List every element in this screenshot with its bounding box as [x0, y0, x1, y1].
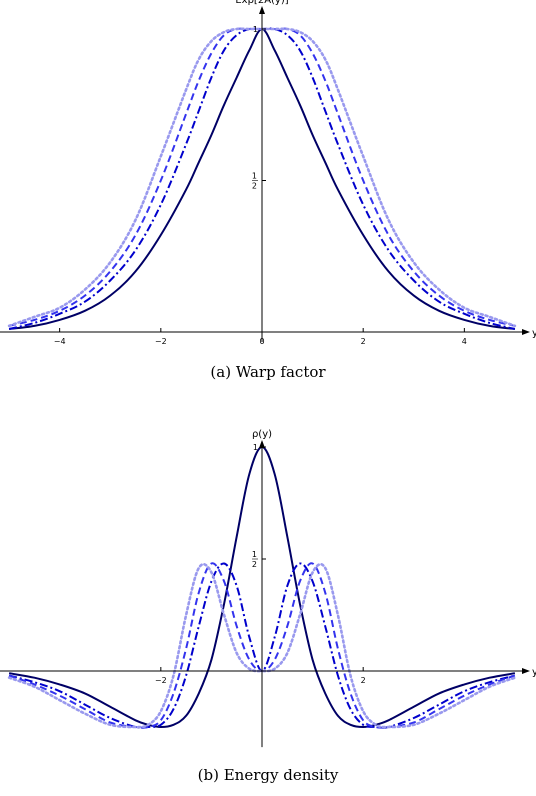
y-tick-label-numerator: 1 [252, 172, 257, 181]
x-axis-label: y [532, 328, 536, 339]
y-axis-label: Exp[2A(y)] [235, 0, 288, 6]
x-tick-label: −2 [155, 337, 167, 346]
y-axis-arrow [259, 6, 265, 14]
x-axis-arrow [522, 329, 530, 335]
caption-energy-density: (b) Energy density [197, 766, 339, 784]
x-tick-label: 2 [361, 337, 366, 346]
x-tick-label: −2 [155, 676, 167, 685]
caption-warp-factor: (a) Warp factor [210, 363, 326, 381]
x-tick-label: 4 [462, 337, 467, 346]
y-tick-label: 1 [253, 443, 258, 452]
y-tick-label-denominator: 2 [252, 182, 257, 191]
x-tick-label: 2 [361, 676, 366, 685]
x-axis-arrow [522, 668, 530, 674]
x-tick-label: 0 [259, 337, 264, 346]
y-axis-arrow [259, 440, 265, 448]
y-axis-label: ρ(y) [252, 429, 272, 440]
x-axis-label: y [532, 667, 536, 678]
y-tick-label-numerator: 1 [252, 550, 257, 559]
x-tick-label: −4 [54, 337, 66, 346]
y-tick-label-denominator: 2 [252, 560, 257, 569]
y-tick-label: 1 [253, 25, 258, 34]
